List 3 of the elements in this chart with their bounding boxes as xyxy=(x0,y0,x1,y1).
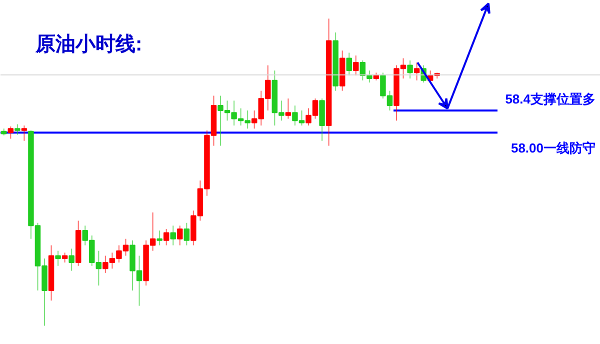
text: 原油小时线: xyxy=(34,34,142,56)
ref-line-label: 58.00一线防守 xyxy=(510,140,596,156)
ref-line-label: 58.4支撑位置多 xyxy=(505,91,596,106)
